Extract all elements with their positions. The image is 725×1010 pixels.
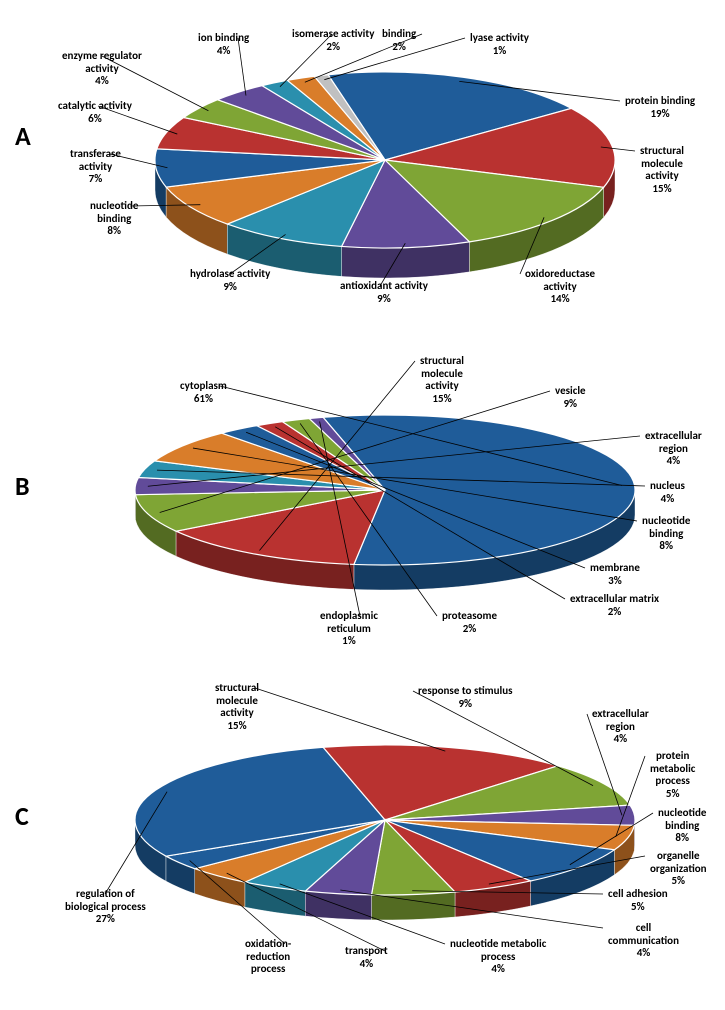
slice-label: cell adhesion5% (608, 888, 668, 913)
slice-label: organelleorganization5% (650, 850, 707, 888)
slice-label: antioxidant activity9% (340, 280, 428, 305)
slice-label: enzyme regulatoractivity4% (62, 50, 142, 88)
slice-label: protein binding19% (625, 95, 695, 120)
slice-label: proteasome2% (442, 610, 497, 635)
slice-label: nucleotide metabolicprocess4% (450, 938, 546, 976)
slice-label: extracellular matrix2% (570, 593, 659, 618)
chart-b: Bcytoplasm61%structuralmoleculeactivity1… (10, 340, 725, 650)
slice-label: nucleotidebinding8% (642, 515, 690, 553)
slice-label: extracellularregion4% (592, 708, 649, 746)
slice-label: oxidation-reductionprocess (245, 938, 291, 976)
slice-label: extracellularregion4% (645, 430, 702, 468)
slice-label: cellcommunication4% (608, 922, 679, 960)
slice-label: structuralmoleculeactivity15% (215, 682, 259, 733)
slice-label: binding2% (382, 28, 416, 53)
slice-label: catalytic activity6% (58, 100, 132, 125)
slice-label: hydrolase activity9% (190, 268, 270, 293)
slice-label: nucleotidebinding8% (658, 807, 706, 845)
slice-label: transport4% (345, 945, 388, 970)
slice-label: proteinmetabolicprocess5% (650, 750, 695, 801)
slice-label: ion binding4% (198, 32, 249, 57)
slice-label: nucleotidebinding8% (90, 200, 138, 238)
slice-label: lyase activity1% (470, 32, 529, 57)
slice-label: vesicle9% (555, 385, 586, 410)
slice-label: isomerase activity2% (292, 28, 374, 53)
slice-label: cytoplasm61% (180, 380, 227, 405)
slice-label: oxidoreductaseactivity14% (525, 268, 595, 306)
chart-a: Aprotein binding19%structuralmoleculeact… (10, 10, 725, 320)
slice-label: structuralmoleculeactivity15% (640, 145, 684, 196)
slice-label: structuralmoleculeactivity15% (420, 355, 464, 406)
slice-label: transferaseactivity7% (70, 148, 121, 186)
chart-c: Cstructuralmoleculeactivity15%response t… (10, 670, 725, 980)
slice-label: endoplasmicreticulum1% (320, 610, 378, 648)
slice-label: nucleus4% (650, 480, 685, 505)
slice-label: regulation ofbiological process27% (65, 888, 146, 926)
slice-label: membrane3% (590, 562, 640, 587)
slice-label: response to stimulus9% (418, 685, 513, 710)
